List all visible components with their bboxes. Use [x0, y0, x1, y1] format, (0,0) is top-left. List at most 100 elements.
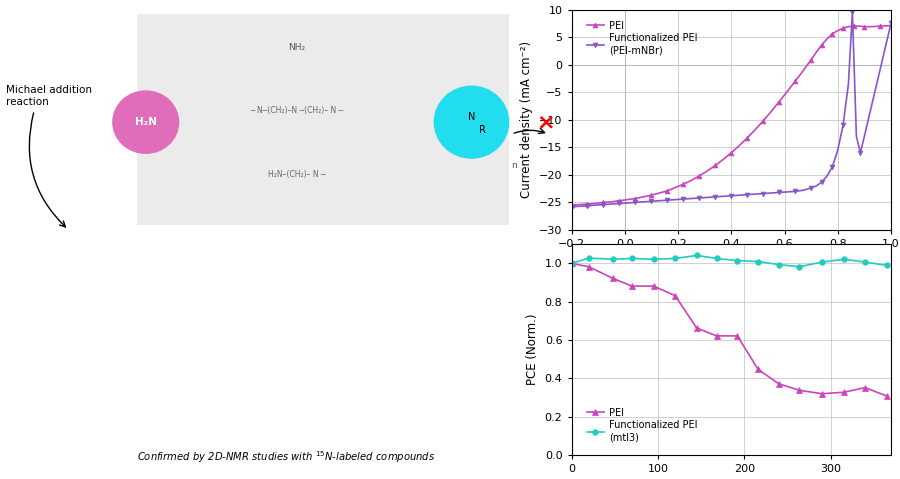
Functionalized PEI
(mtl3) [752, 259, 763, 264]
PEI [590, 201, 601, 206]
PEI [849, 23, 859, 29]
PEI [839, 389, 850, 395]
PEI [718, 157, 729, 162]
Functionalized PEI
(PEI-mNBr) [742, 192, 752, 197]
Functionalized PEI
(PEI-mNBr) [622, 200, 633, 206]
Functionalized PEI
(PEI-mNBr) [782, 189, 793, 195]
Functionalized PEI
(PEI-mNBr) [847, 10, 858, 15]
FancyBboxPatch shape [137, 14, 508, 225]
Functionalized PEI
(PEI-mNBr) [582, 203, 593, 208]
PEI [725, 150, 736, 156]
Text: Confirmed by 2D-NMR studies with $^{15}$N-labeled compounds: Confirmed by 2D-NMR studies with $^{15}$… [137, 450, 435, 465]
PEI [691, 325, 702, 331]
PEI [614, 198, 625, 204]
Legend: PEI, Functionalized PEI
(PEI-mNBr): PEI, Functionalized PEI (PEI-mNBr) [583, 17, 701, 59]
Functionalized PEI
(mtl3) [626, 256, 637, 262]
Functionalized PEI
(PEI-mNBr) [734, 193, 744, 198]
Line: PEI: PEI [569, 261, 889, 399]
Functionalized PEI
(PEI-mNBr) [606, 201, 616, 207]
PEI [750, 127, 760, 133]
PEI [822, 36, 832, 42]
PEI [875, 23, 886, 29]
PEI [774, 99, 785, 104]
PEI [662, 188, 673, 194]
PEI [806, 57, 816, 63]
Functionalized PEI
(PEI-mNBr) [859, 133, 869, 139]
Functionalized PEI
(PEI-mNBr) [678, 196, 688, 202]
PEI [797, 68, 808, 74]
Functionalized PEI
(mtl3) [773, 262, 784, 267]
PEI [752, 366, 763, 372]
PEI [843, 24, 854, 30]
Functionalized PEI
(PEI-mNBr) [816, 179, 827, 185]
PEI [638, 194, 649, 200]
Functionalized PEI
(PEI-mNBr) [832, 147, 843, 153]
Text: N: N [468, 113, 475, 122]
Functionalized PEI
(PEI-mNBr) [886, 21, 896, 26]
PEI [742, 135, 752, 141]
Functionalized PEI
(PEI-mNBr) [806, 185, 816, 191]
PEI [608, 275, 618, 281]
Y-axis label: Current density (mA cm⁻²): Current density (mA cm⁻²) [520, 41, 534, 198]
Text: ─ N─(CH₂)–N ─(CH₂)– N ─: ─ N─(CH₂)–N ─(CH₂)– N ─ [250, 106, 344, 114]
Text: ×: × [536, 112, 555, 132]
PEI [566, 261, 577, 266]
Functionalized PEI
(PEI-mNBr) [725, 193, 736, 199]
Functionalized PEI
(PEI-mNBr) [630, 199, 641, 205]
PEI [816, 42, 827, 48]
PEI [670, 184, 680, 190]
Functionalized PEI
(PEI-mNBr) [758, 191, 769, 196]
Functionalized PEI
(mtl3) [566, 261, 577, 266]
PEI [838, 25, 849, 31]
Functionalized PEI
(mtl3) [648, 256, 659, 262]
PEI [566, 202, 577, 208]
Text: H₂N: H₂N [135, 117, 157, 127]
Functionalized PEI
(PEI-mNBr) [574, 204, 585, 209]
PEI [816, 391, 827, 397]
Functionalized PEI
(PEI-mNBr) [774, 190, 785, 195]
PEI [881, 393, 892, 399]
Line: PEI: PEI [569, 23, 894, 207]
PEI [827, 31, 838, 37]
Text: R: R [480, 125, 486, 135]
PEI [648, 283, 659, 289]
Functionalized PEI
(mtl3) [860, 259, 870, 265]
PEI [867, 24, 877, 30]
PEI [782, 89, 793, 94]
Y-axis label: PCE (Norm.): PCE (Norm.) [526, 314, 539, 386]
PEI [773, 381, 784, 387]
Functionalized PEI
(mtl3) [839, 256, 850, 262]
Functionalized PEI
(PEI-mNBr) [750, 191, 760, 197]
Ellipse shape [112, 91, 178, 153]
PEI [630, 195, 641, 201]
Functionalized PEI
(mtl3) [794, 264, 805, 270]
Functionalized PEI
(mtl3) [608, 256, 618, 262]
X-axis label: Voltage (V): Voltage (V) [698, 254, 764, 267]
Functionalized PEI
(PEI-mNBr) [718, 194, 729, 199]
Functionalized PEI
(PEI-mNBr) [590, 202, 601, 208]
Functionalized PEI
(PEI-mNBr) [766, 190, 777, 196]
Line: Functionalized PEI
(PEI-mNBr): Functionalized PEI (PEI-mNBr) [569, 10, 894, 209]
Functionalized PEI
(PEI-mNBr) [670, 197, 680, 203]
PEI [710, 162, 721, 168]
PEI [766, 109, 777, 114]
Functionalized PEI
(PEI-mNBr) [686, 195, 697, 201]
PEI [853, 23, 864, 29]
Line: Functionalized PEI
(mtl3): Functionalized PEI (mtl3) [569, 252, 889, 270]
Functionalized PEI
(PEI-mNBr) [811, 183, 822, 189]
Functionalized PEI
(PEI-mNBr) [598, 202, 609, 207]
Functionalized PEI
(mtl3) [670, 256, 680, 262]
PEI [670, 293, 680, 298]
Functionalized PEI
(PEI-mNBr) [654, 198, 665, 204]
PEI [702, 168, 713, 174]
Functionalized PEI
(PEI-mNBr) [638, 199, 649, 205]
PEI [686, 177, 697, 183]
Functionalized PEI
(mtl3) [583, 255, 594, 261]
Functionalized PEI
(PEI-mNBr) [827, 164, 838, 170]
PEI [734, 143, 744, 148]
PEI [832, 28, 843, 34]
Functionalized PEI
(PEI-mNBr) [702, 194, 713, 200]
PEI [626, 283, 637, 289]
Functionalized PEI
(PEI-mNBr) [851, 133, 862, 139]
PEI [694, 173, 705, 179]
